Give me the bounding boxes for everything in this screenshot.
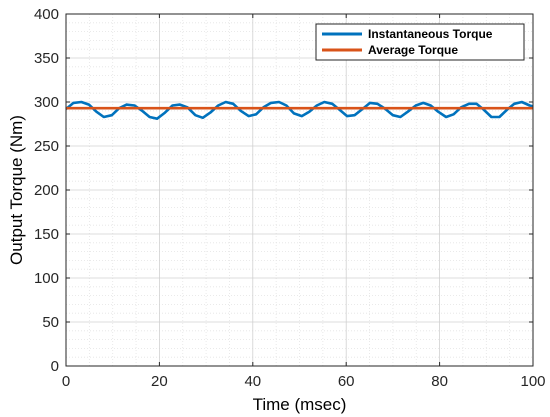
series-layer: [65, 100, 534, 120]
y-tick-label: 0: [51, 358, 59, 375]
x-axis-ticks: 0 20 40 60 80 100: [62, 14, 546, 390]
x-tick-label: 0: [62, 373, 70, 390]
y-tick-label: 400: [34, 6, 59, 23]
x-tick-label: 80: [431, 373, 448, 390]
x-tick-label: 100: [520, 373, 545, 390]
y-tick-label: 250: [34, 138, 59, 155]
x-axis-title: Time (msec): [253, 395, 347, 414]
series-line-0: [65, 100, 534, 120]
legend: Instantaneous Torque Average Torque: [315, 23, 525, 61]
legend-box: [315, 23, 525, 61]
y-tick-label: 200: [34, 182, 59, 199]
y-tick-label: 300: [34, 94, 59, 111]
x-tick-label: 20: [151, 373, 168, 390]
y-axis-ticks: 0 50 100 150 200 250 300 350 400: [34, 6, 533, 375]
legend-label-instantaneous: Instantaneous Torque: [368, 27, 493, 41]
y-axis-title: Output Torque (Nm): [7, 115, 26, 265]
y-tick-label: 100: [34, 270, 59, 287]
x-tick-label: 60: [338, 373, 355, 390]
y-tick-label: 150: [34, 226, 59, 243]
y-tick-label: 350: [34, 50, 59, 67]
y-tick-label: 50: [42, 314, 59, 331]
legend-label-average: Average Torque: [368, 43, 458, 57]
x-tick-label: 40: [244, 373, 261, 390]
